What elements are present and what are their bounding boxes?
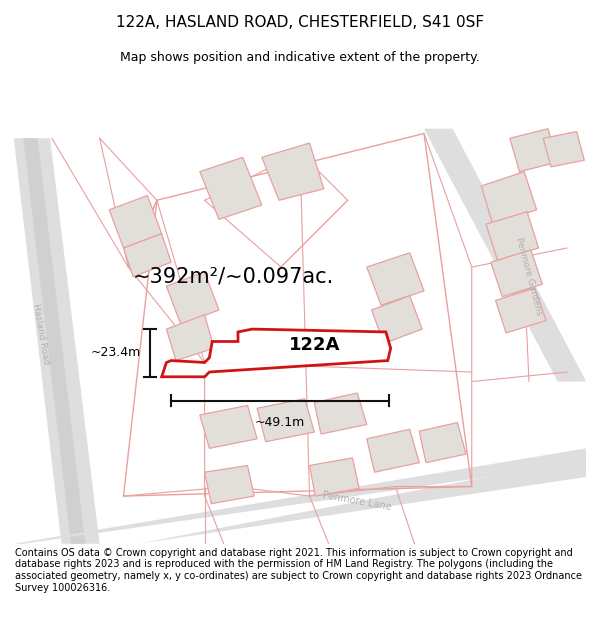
- Polygon shape: [200, 158, 262, 219]
- Polygon shape: [481, 172, 536, 224]
- Polygon shape: [424, 129, 586, 381]
- Polygon shape: [166, 272, 219, 324]
- Polygon shape: [205, 466, 254, 504]
- Text: ~49.1m: ~49.1m: [255, 416, 305, 429]
- Polygon shape: [257, 399, 314, 442]
- Polygon shape: [310, 458, 359, 496]
- Polygon shape: [371, 296, 422, 343]
- Polygon shape: [14, 138, 100, 544]
- Text: 122A, HASLAND ROAD, CHESTERFIELD, S41 0SF: 122A, HASLAND ROAD, CHESTERFIELD, S41 0S…: [116, 16, 484, 31]
- Text: Penmore Lane: Penmore Lane: [322, 490, 392, 512]
- Polygon shape: [138, 458, 586, 544]
- Polygon shape: [23, 138, 85, 544]
- Polygon shape: [543, 132, 584, 167]
- Polygon shape: [124, 234, 171, 277]
- Polygon shape: [419, 422, 466, 462]
- Text: ~392m²/~0.097ac.: ~392m²/~0.097ac.: [133, 267, 334, 287]
- Text: Map shows position and indicative extent of the property.: Map shows position and indicative extent…: [120, 51, 480, 64]
- Polygon shape: [262, 143, 324, 200]
- Text: 122A: 122A: [289, 336, 340, 354]
- Text: Penmore Gardens: Penmore Gardens: [514, 237, 544, 317]
- Polygon shape: [200, 406, 257, 448]
- Polygon shape: [491, 250, 542, 297]
- Text: Hasland Road: Hasland Road: [31, 302, 50, 365]
- Polygon shape: [496, 288, 546, 333]
- Polygon shape: [486, 212, 539, 261]
- Text: Contains OS data © Crown copyright and database right 2021. This information is : Contains OS data © Crown copyright and d…: [15, 548, 582, 592]
- Polygon shape: [367, 253, 424, 305]
- Text: ~23.4m: ~23.4m: [91, 346, 140, 359]
- Polygon shape: [14, 448, 586, 544]
- Polygon shape: [314, 393, 367, 434]
- Polygon shape: [166, 315, 214, 361]
- Polygon shape: [161, 329, 391, 377]
- Polygon shape: [510, 129, 557, 172]
- Polygon shape: [367, 429, 419, 472]
- Polygon shape: [109, 196, 161, 248]
